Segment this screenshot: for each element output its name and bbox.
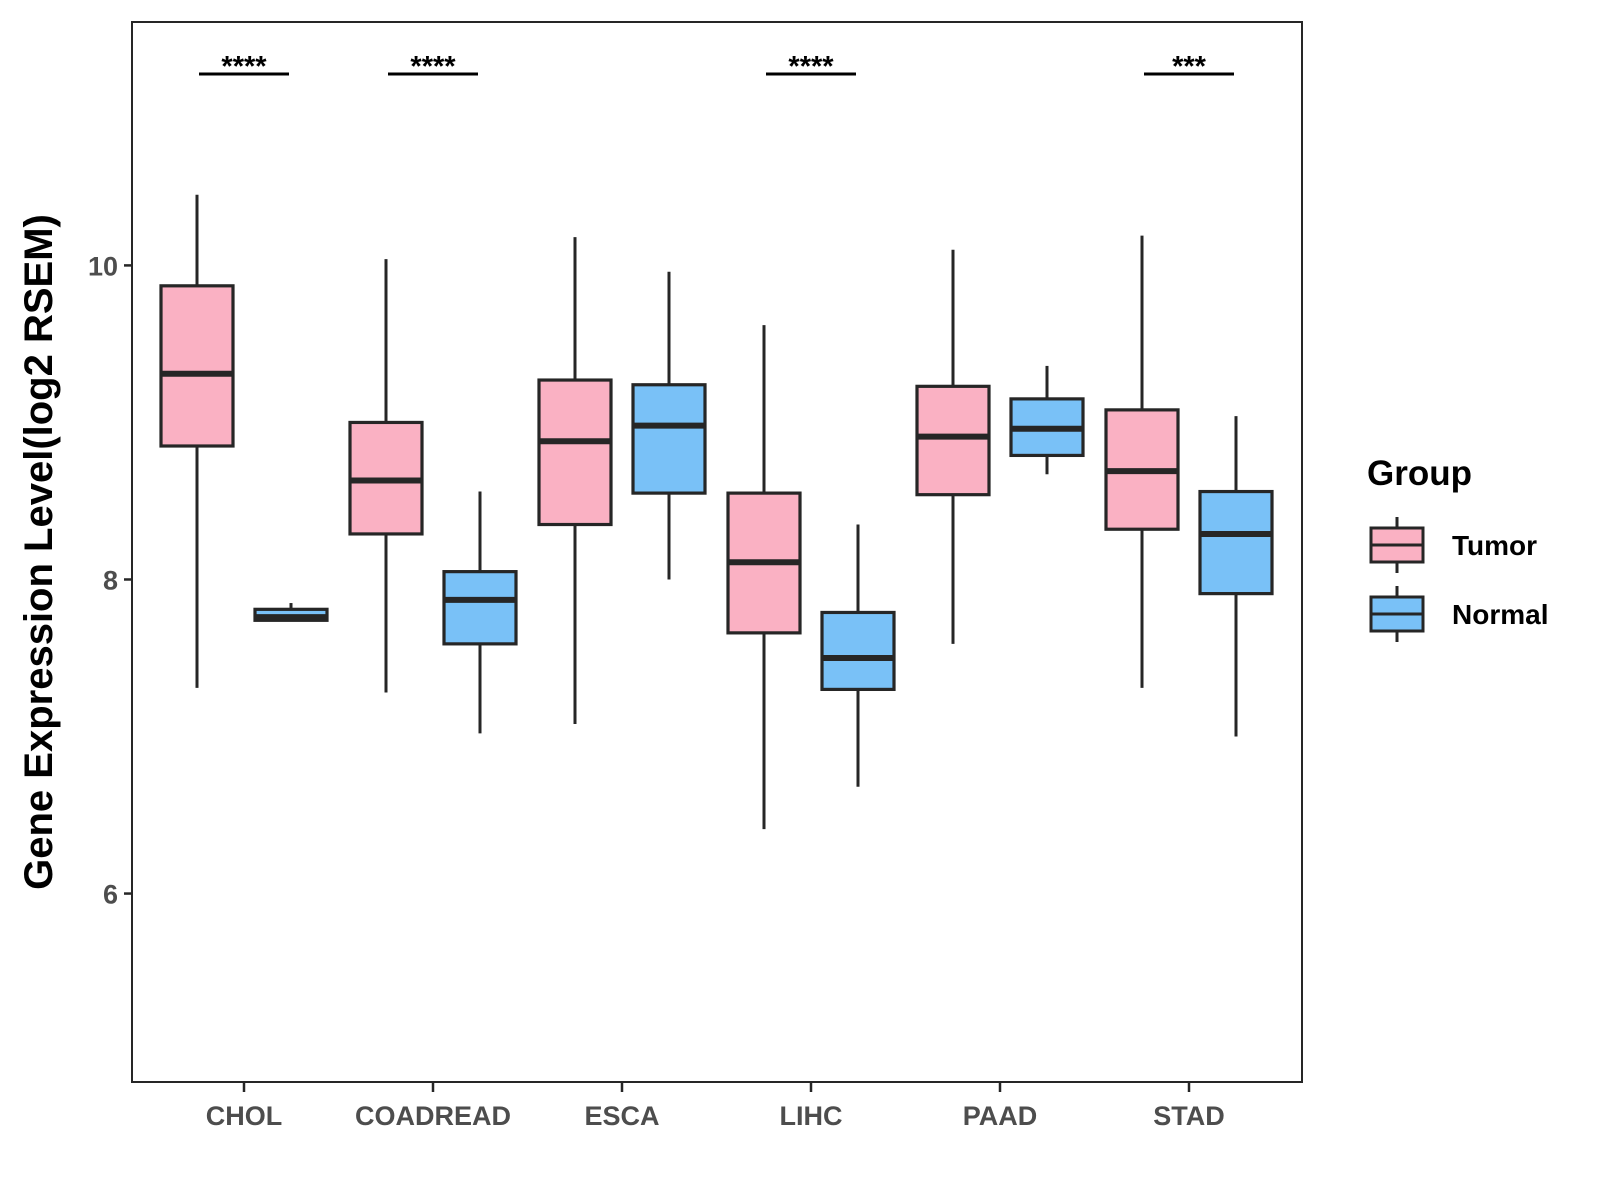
plot-area: 6 8 10 Gene Expression Level(log2 RSEM) CHOL… [17,21,1303,1131]
box-tumor-paad [915,249,991,644]
legend-key-normal [1369,586,1425,642]
legend: Group Tumor Normal [1367,454,1548,642]
x-tick-label: COADREAD [355,1101,511,1131]
y-tick-label: 8 [103,565,118,595]
significance-label: **** [788,51,834,83]
box-normal-coadread [442,491,518,734]
plot-panel [131,21,1303,1083]
box-normal-esca [631,271,707,580]
box-tumor-lihc [726,325,802,830]
x-tick-label: ESCA [584,1101,659,1131]
legend-key-tumor [1369,517,1425,573]
x-tick-label: LIHC [780,1101,843,1131]
box-normal-lihc [820,524,896,787]
box-tumor-esca [537,237,613,724]
significance-label: **** [410,51,456,83]
y-tick-label: 10 [88,251,118,281]
box-tumor-stad [1104,235,1180,688]
significance-label: **** [221,51,267,83]
box-iqr [537,378,613,527]
x-tick-label: STAD [1153,1101,1225,1131]
box-iqr [159,284,235,448]
legend-title: Group [1367,454,1472,493]
box-iqr [1198,489,1274,596]
box-normal-paad [1009,365,1085,475]
y-axis-title: Gene Expression Level(log2 RSEM) [17,214,61,890]
x-tick-label: CHOL [206,1101,283,1131]
box-iqr [915,384,991,497]
box-tumor-chol [159,194,235,688]
box-iqr [631,383,707,495]
y-tick-label: 6 [103,880,118,910]
box-tumor-coadread [348,259,424,693]
x-tick-label: PAAD [963,1101,1038,1131]
box-iqr [820,610,896,692]
box-normal-chol [253,603,329,622]
legend-label-normal: Normal [1452,599,1548,630]
box-iqr [442,570,518,646]
significance-label: *** [1172,51,1207,83]
legend-label-tumor: Tumor [1452,530,1537,561]
box-normal-stad [1198,416,1274,737]
